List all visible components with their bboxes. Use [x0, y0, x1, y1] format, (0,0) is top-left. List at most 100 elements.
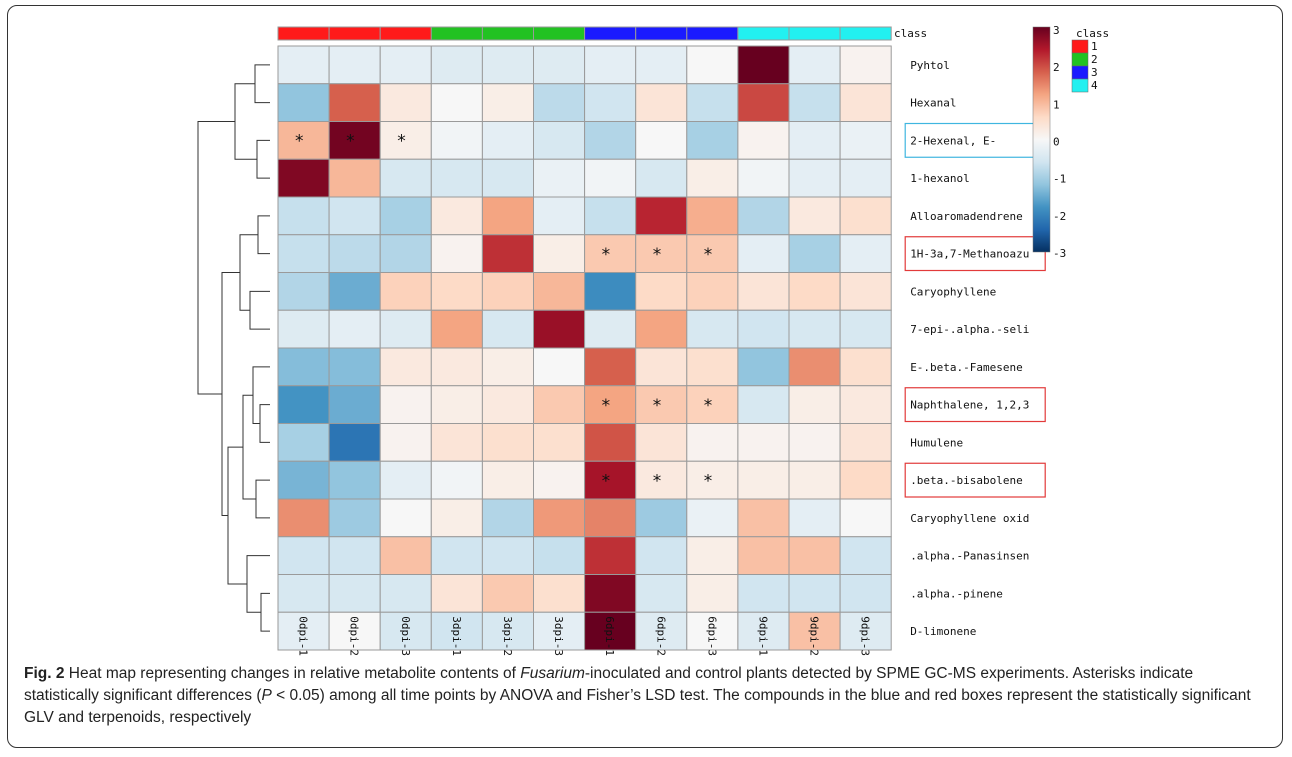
significance-mark: * — [704, 245, 713, 265]
heatmap-cell — [328, 234, 381, 273]
heatmap-cell — [277, 83, 330, 122]
class-bar-cell — [686, 26, 739, 41]
heatmap-cell — [737, 121, 790, 160]
heatmap-cell — [533, 83, 586, 122]
class-bar-cell — [839, 26, 892, 41]
heatmap-cell — [277, 158, 330, 198]
row-label: D-limonene — [910, 625, 976, 638]
heatmap-cell — [328, 385, 381, 424]
heatmap-cell — [379, 272, 432, 311]
heatmap-cell — [481, 460, 534, 500]
heatmap-cell — [737, 611, 790, 651]
row-labels: Pyhtol Hexanal 2-Hexenal, E- 1-hexanol Alloa… — [910, 59, 1029, 638]
heatmap-cell — [533, 309, 586, 349]
heatmap-cell — [584, 45, 637, 85]
heatmap-cell — [686, 347, 739, 387]
column-label: 9dpi-3 — [859, 616, 872, 656]
row-label: Pyhtol — [910, 59, 950, 72]
heatmap-cell — [481, 121, 534, 160]
heatmap-cell — [635, 45, 688, 85]
heatmap-cell — [379, 574, 432, 613]
heatmap-cell — [328, 460, 381, 500]
heatmap-cell — [379, 83, 432, 122]
row-label: Naphthalene, 1,2,3 — [910, 399, 1029, 412]
row-label: .beta.-bisabolene — [910, 474, 1023, 487]
heatmap-cell — [430, 158, 483, 198]
heatmap-cell — [379, 121, 432, 160]
heatmap-cell — [533, 460, 586, 500]
heatmap-cell — [737, 347, 790, 387]
class-bar-cell — [533, 26, 586, 41]
heatmap-cell — [737, 83, 790, 122]
color-scale-tick: -3 — [1053, 247, 1066, 260]
heatmap-cell — [839, 574, 892, 613]
caption-text-3: < 0.05) among all time points by ANOVA a… — [24, 687, 1251, 726]
significance-mark: * — [653, 471, 662, 491]
class-bar-cell — [379, 26, 432, 41]
heatmap-cell — [584, 121, 637, 160]
figure-caption: Fig. 2 Heat map representing changes in … — [24, 663, 1259, 729]
heatmap-cell — [839, 196, 892, 236]
heatmap-cell — [839, 272, 892, 311]
heatmap-cell — [788, 83, 841, 122]
heatmap-cell — [328, 347, 381, 387]
heatmap-cell — [277, 385, 330, 424]
heatmap-cell — [788, 423, 841, 462]
heatmap-cell — [788, 234, 841, 273]
heatmap-cell — [584, 158, 637, 198]
heatmap-cell — [379, 158, 432, 198]
legend-swatch — [1071, 52, 1089, 67]
heatmap-cell — [328, 611, 381, 651]
row-label: Caryophyllene — [910, 285, 996, 298]
row-label: Humulene — [910, 436, 963, 449]
heatmap-cell — [737, 536, 790, 575]
heatmap-cell — [430, 611, 483, 651]
heatmap-cell — [481, 574, 534, 613]
heatmap-cell — [839, 347, 892, 387]
significance-mark: * — [653, 245, 662, 265]
heatmap-cell — [788, 498, 841, 538]
heatmap-cell — [430, 536, 483, 575]
dendrogram-branch — [234, 83, 257, 160]
heatmap-cell — [839, 611, 892, 651]
heatmap-cell — [328, 196, 381, 236]
class-bar-cell — [328, 26, 381, 41]
caption-text-2: -inoculated and control plants detected … — [24, 665, 1194, 704]
heatmap-cell — [839, 234, 892, 273]
row-label: Alloaromadendrene — [910, 210, 1023, 223]
heatmap-cell — [481, 158, 534, 198]
heatmap-cell — [686, 45, 739, 85]
heatmap-cell — [686, 385, 739, 424]
heatmap-cell — [584, 423, 637, 462]
dendrogram-branch — [246, 555, 270, 613]
heatmap-cell — [277, 309, 330, 349]
dendrogram-branch — [239, 234, 258, 311]
highlight-boxes — [904, 122, 1046, 498]
heatmap-cell — [328, 574, 381, 613]
heatmap-cell — [686, 234, 739, 273]
dendrogram-branch — [197, 121, 235, 395]
dendrogram-branch — [257, 215, 270, 255]
legend-label: 2 — [1091, 53, 1098, 66]
significance-mark: * — [602, 245, 611, 265]
heatmap-cell — [686, 423, 739, 462]
figure-frame — [7, 5, 1283, 748]
legend-swatch — [1071, 65, 1089, 80]
heatmap-cell — [584, 574, 637, 613]
significance-mark: * — [346, 132, 355, 152]
heatmap-cell — [788, 574, 841, 613]
class-bar-cell — [481, 26, 534, 41]
heatmap-cell — [737, 234, 790, 273]
legend-label: 3 — [1091, 66, 1098, 79]
caption-label: Fig. 2 — [24, 665, 65, 682]
heatmap-cell — [379, 309, 432, 349]
column-label: 3dpi-3 — [552, 616, 565, 656]
heatmap-cell — [430, 45, 483, 85]
heatmap-cell — [430, 460, 483, 500]
heatmap-cell — [481, 423, 534, 462]
heatmap-cell — [635, 423, 688, 462]
heatmap-cell — [584, 309, 637, 349]
heatmap-cell — [788, 45, 841, 85]
dendrogram-branch — [227, 446, 247, 585]
